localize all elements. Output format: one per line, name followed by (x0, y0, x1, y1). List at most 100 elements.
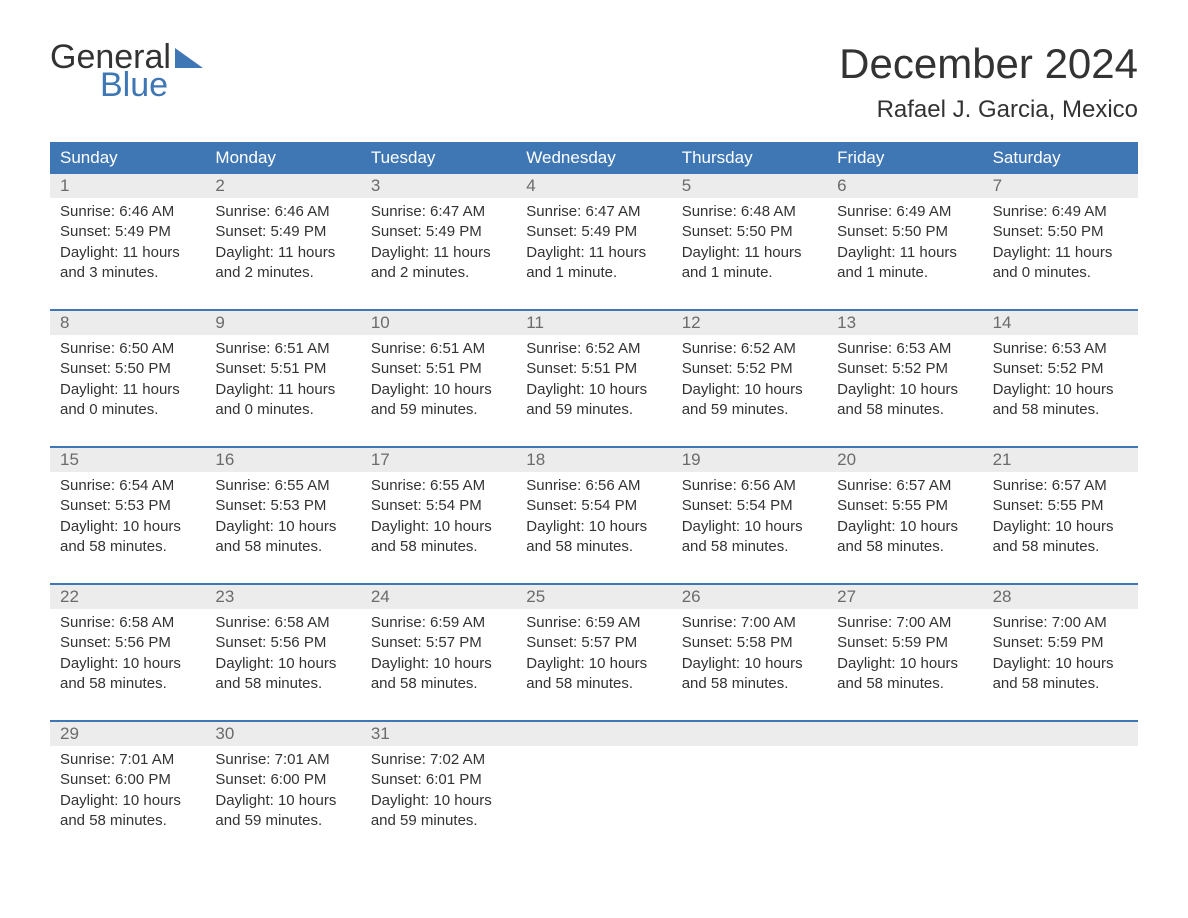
sunrise-text: Sunrise: 7:02 AM (371, 750, 506, 770)
sunrise-text: Sunrise: 6:52 AM (682, 339, 817, 359)
day-content-row: Sunrise: 7:01 AMSunset: 6:00 PMDaylight:… (50, 746, 1138, 837)
sunset-text: Sunset: 5:50 PM (837, 222, 972, 242)
day-number: 17 (361, 448, 516, 472)
day-cell: Sunrise: 6:46 AMSunset: 5:49 PMDaylight:… (50, 198, 205, 289)
day-number (516, 722, 671, 746)
daylight-text: Daylight: 10 hours and 59 minutes. (371, 380, 506, 421)
daylight-text: Daylight: 10 hours and 58 minutes. (993, 380, 1128, 421)
day-number: 11 (516, 311, 671, 335)
daylight-text: Daylight: 10 hours and 58 minutes. (371, 517, 506, 558)
day-number: 20 (827, 448, 982, 472)
day-number: 2 (205, 174, 360, 198)
day-number: 19 (672, 448, 827, 472)
sunset-text: Sunset: 5:49 PM (371, 222, 506, 242)
weekday-cell: Thursday (672, 142, 827, 174)
day-cell: Sunrise: 6:49 AMSunset: 5:50 PMDaylight:… (983, 198, 1138, 289)
day-number-row: 22232425262728 (50, 585, 1138, 609)
sunset-text: Sunset: 5:49 PM (526, 222, 661, 242)
calendar: Sunday Monday Tuesday Wednesday Thursday… (50, 142, 1138, 837)
daylight-text: Daylight: 11 hours and 3 minutes. (60, 243, 195, 284)
day-cell: Sunrise: 6:49 AMSunset: 5:50 PMDaylight:… (827, 198, 982, 289)
sunrise-text: Sunrise: 7:01 AM (215, 750, 350, 770)
day-content-row: Sunrise: 6:50 AMSunset: 5:50 PMDaylight:… (50, 335, 1138, 426)
daylight-text: Daylight: 11 hours and 1 minute. (682, 243, 817, 284)
day-cell: Sunrise: 6:55 AMSunset: 5:54 PMDaylight:… (361, 472, 516, 563)
sunrise-text: Sunrise: 6:58 AM (215, 613, 350, 633)
sunset-text: Sunset: 5:59 PM (993, 633, 1128, 653)
sunset-text: Sunset: 5:58 PM (682, 633, 817, 653)
sunrise-text: Sunrise: 7:00 AM (837, 613, 972, 633)
day-number: 25 (516, 585, 671, 609)
day-cell: Sunrise: 6:51 AMSunset: 5:51 PMDaylight:… (205, 335, 360, 426)
sunrise-text: Sunrise: 6:53 AM (837, 339, 972, 359)
daylight-text: Daylight: 10 hours and 58 minutes. (993, 654, 1128, 695)
day-cell: Sunrise: 6:56 AMSunset: 5:54 PMDaylight:… (672, 472, 827, 563)
day-cell (672, 746, 827, 837)
daylight-text: Daylight: 10 hours and 58 minutes. (60, 517, 195, 558)
daylight-text: Daylight: 10 hours and 59 minutes. (215, 791, 350, 832)
day-number: 21 (983, 448, 1138, 472)
sunrise-text: Sunrise: 6:53 AM (993, 339, 1128, 359)
daylight-text: Daylight: 11 hours and 0 minutes. (60, 380, 195, 421)
weekday-cell: Sunday (50, 142, 205, 174)
sunrise-text: Sunrise: 6:57 AM (837, 476, 972, 496)
daylight-text: Daylight: 10 hours and 58 minutes. (215, 517, 350, 558)
daylight-text: Daylight: 11 hours and 2 minutes. (371, 243, 506, 284)
day-number: 27 (827, 585, 982, 609)
sunrise-text: Sunrise: 6:47 AM (526, 202, 661, 222)
sunset-text: Sunset: 5:51 PM (526, 359, 661, 379)
sunrise-text: Sunrise: 6:51 AM (215, 339, 350, 359)
weeks-container: 1234567Sunrise: 6:46 AMSunset: 5:49 PMDa… (50, 174, 1138, 837)
day-cell: Sunrise: 7:00 AMSunset: 5:58 PMDaylight:… (672, 609, 827, 700)
logo-text-2: Blue (100, 68, 203, 102)
sunrise-text: Sunrise: 7:01 AM (60, 750, 195, 770)
day-number: 1 (50, 174, 205, 198)
header-row: General Blue December 2024 Rafael J. Gar… (50, 40, 1138, 124)
sunrise-text: Sunrise: 6:55 AM (215, 476, 350, 496)
day-number: 26 (672, 585, 827, 609)
day-number: 12 (672, 311, 827, 335)
daylight-text: Daylight: 11 hours and 0 minutes. (993, 243, 1128, 284)
day-cell: Sunrise: 6:47 AMSunset: 5:49 PMDaylight:… (516, 198, 671, 289)
sunset-text: Sunset: 5:49 PM (60, 222, 195, 242)
day-number (827, 722, 982, 746)
day-number: 8 (50, 311, 205, 335)
daylight-text: Daylight: 10 hours and 58 minutes. (371, 654, 506, 695)
weekday-cell: Saturday (983, 142, 1138, 174)
day-number: 14 (983, 311, 1138, 335)
day-number: 6 (827, 174, 982, 198)
daylight-text: Daylight: 10 hours and 58 minutes. (837, 654, 972, 695)
day-number: 30 (205, 722, 360, 746)
day-number-row: 15161718192021 (50, 448, 1138, 472)
daylight-text: Daylight: 10 hours and 58 minutes. (60, 791, 195, 832)
daylight-text: Daylight: 10 hours and 58 minutes. (526, 517, 661, 558)
weekday-header-row: Sunday Monday Tuesday Wednesday Thursday… (50, 142, 1138, 174)
sunrise-text: Sunrise: 6:50 AM (60, 339, 195, 359)
day-content-row: Sunrise: 6:46 AMSunset: 5:49 PMDaylight:… (50, 198, 1138, 289)
day-cell: Sunrise: 6:54 AMSunset: 5:53 PMDaylight:… (50, 472, 205, 563)
sunrise-text: Sunrise: 6:58 AM (60, 613, 195, 633)
day-cell: Sunrise: 6:52 AMSunset: 5:51 PMDaylight:… (516, 335, 671, 426)
day-number: 23 (205, 585, 360, 609)
daylight-text: Daylight: 10 hours and 59 minutes. (371, 791, 506, 832)
week-row: 891011121314Sunrise: 6:50 AMSunset: 5:50… (50, 309, 1138, 426)
sunrise-text: Sunrise: 6:46 AM (215, 202, 350, 222)
sunrise-text: Sunrise: 6:56 AM (682, 476, 817, 496)
day-cell (983, 746, 1138, 837)
sunset-text: Sunset: 5:49 PM (215, 222, 350, 242)
daylight-text: Daylight: 10 hours and 58 minutes. (215, 654, 350, 695)
daylight-text: Daylight: 11 hours and 0 minutes. (215, 380, 350, 421)
sunset-text: Sunset: 5:54 PM (526, 496, 661, 516)
sunset-text: Sunset: 5:57 PM (526, 633, 661, 653)
sunrise-text: Sunrise: 6:59 AM (371, 613, 506, 633)
day-cell: Sunrise: 6:50 AMSunset: 5:50 PMDaylight:… (50, 335, 205, 426)
daylight-text: Daylight: 10 hours and 58 minutes. (837, 380, 972, 421)
day-cell (516, 746, 671, 837)
sunrise-text: Sunrise: 6:49 AM (837, 202, 972, 222)
day-cell: Sunrise: 6:57 AMSunset: 5:55 PMDaylight:… (983, 472, 1138, 563)
sunset-text: Sunset: 6:00 PM (215, 770, 350, 790)
sunset-text: Sunset: 5:56 PM (60, 633, 195, 653)
day-cell: Sunrise: 6:47 AMSunset: 5:49 PMDaylight:… (361, 198, 516, 289)
sunrise-text: Sunrise: 6:48 AM (682, 202, 817, 222)
day-number: 9 (205, 311, 360, 335)
